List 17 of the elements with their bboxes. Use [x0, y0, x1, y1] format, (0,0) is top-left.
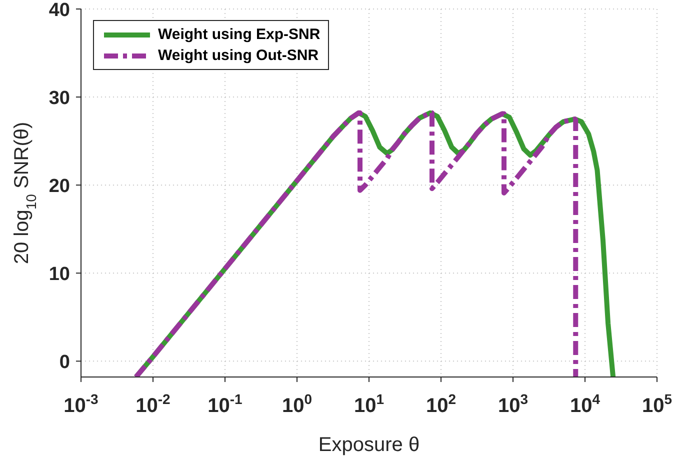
x-tick-label: 10$^{-1}$ — [208, 391, 243, 417]
x-tick-label: 10$^{5}$ — [642, 391, 672, 417]
y-tick-label: 20 — [48, 176, 70, 198]
x-tick-label: 10$^{-2}$ — [136, 391, 171, 417]
x-tick-label: 10$^{1}$ — [354, 391, 384, 417]
x-tick-label: 10$^{4}$ — [570, 391, 600, 417]
y-tick-label: 40 — [48, 0, 70, 21]
x-tick-label: 10$^{0}$ — [282, 391, 312, 417]
y-tick-label: 10 — [48, 264, 70, 286]
y-tick-label: 30 — [48, 88, 70, 110]
x-tick-label: 10$^{2}$ — [426, 391, 456, 417]
x-tick-label: 10$^{-3}$ — [64, 391, 99, 417]
x-axis-title: Exposure θ — [318, 434, 420, 456]
y-tick-label: 0 — [59, 352, 70, 374]
legend-label: Weight using Out-SNR — [158, 47, 319, 64]
x-tick-label: 10$^{3}$ — [498, 391, 528, 417]
legend-label: Weight using Exp-SNR — [158, 26, 320, 43]
